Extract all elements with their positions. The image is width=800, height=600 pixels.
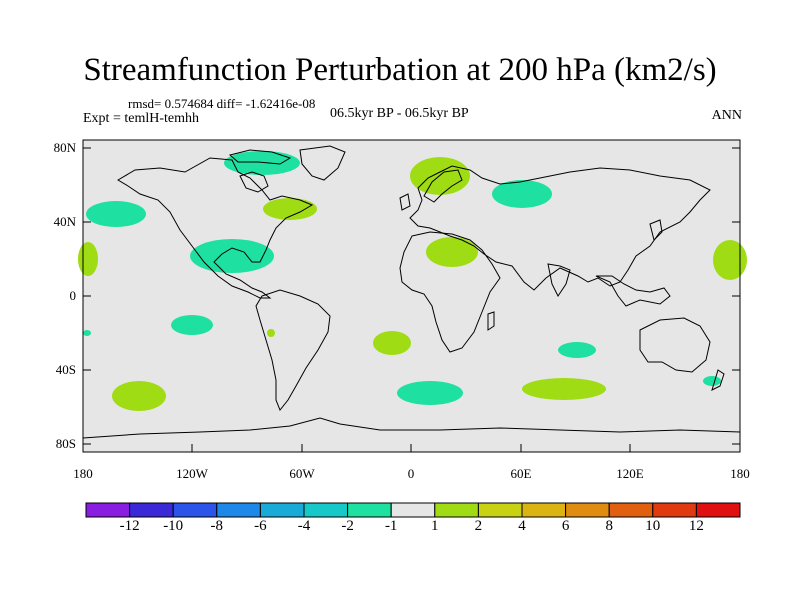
- anomaly-north-atlantic: [263, 198, 317, 220]
- colorbar-swatch: [172, 502, 218, 518]
- colorbar-label: 12: [688, 518, 704, 534]
- colorbar-label: -8: [210, 518, 224, 534]
- anomaly-south-atlantic: [373, 331, 411, 355]
- anomaly-siberia: [492, 180, 552, 208]
- coast-hudson-bay: [239, 171, 269, 193]
- colorbar-label: -2: [341, 518, 354, 534]
- anomaly-scandinavia: [410, 157, 470, 195]
- colorbar-label: -10: [163, 518, 184, 534]
- colorbar-label: 10: [645, 518, 661, 534]
- map-background: [83, 140, 740, 452]
- anomaly-hudson: [224, 151, 300, 175]
- coast-antarctica: [82, 417, 741, 439]
- y-label-0: 0: [69, 288, 77, 303]
- coast-madagascar: [487, 311, 495, 331]
- anomaly-edge-west: [83, 330, 91, 336]
- x-label-0: 0: [407, 466, 415, 481]
- colorbar-swatch: [390, 502, 436, 518]
- y-ticks: [83, 147, 740, 445]
- coast-southeast-asia: [595, 275, 671, 307]
- colorbar-label: -12: [119, 518, 140, 534]
- colorbar-label: -4: [297, 518, 311, 534]
- season-label: ANN: [711, 108, 742, 123]
- y-label-40s: 40S: [55, 362, 76, 377]
- x-ticks: [82, 444, 741, 452]
- colorbar-label: 6: [561, 518, 570, 534]
- chart-title: Streamfunction Perturbation at 200 hPa (…: [83, 52, 717, 88]
- x-label-120w: 120W: [176, 466, 208, 481]
- anomaly-pacific-east-edge: [713, 240, 747, 280]
- anomaly-south-indian: [397, 381, 463, 405]
- colorbar-swatch: [565, 502, 610, 518]
- coast-japan: [649, 219, 663, 241]
- colorbar-swatch: [434, 502, 479, 518]
- colorbar: [85, 502, 741, 518]
- coast-north-america: [117, 157, 314, 299]
- negative-anomalies: [83, 151, 721, 405]
- coast-south-america: [255, 289, 331, 411]
- colorbar-swatch: [477, 502, 523, 518]
- colorbar-swatch: [652, 502, 697, 518]
- y-label-40n: 40N: [53, 214, 76, 229]
- coast-uk: [399, 193, 411, 211]
- colorbar-label: 4: [518, 518, 526, 534]
- anomaly-australia-south: [558, 342, 596, 358]
- anomaly-south-pacific-west: [112, 381, 166, 411]
- anomaly-north-africa: [426, 237, 478, 267]
- anomaly-pacific-west-edge: [78, 242, 98, 276]
- coast-new-zealand: [711, 369, 725, 391]
- anomaly-south-indian-east: [522, 378, 606, 400]
- anomaly-north-pacific: [86, 201, 146, 227]
- y-label-80n: 80N: [53, 140, 76, 155]
- anomaly-south-pacific-east: [171, 315, 213, 335]
- x-label-180w: 180: [73, 466, 93, 481]
- coast-greenland: [299, 145, 346, 181]
- colorbar-swatch: [85, 502, 131, 518]
- colorbar-label: 2: [474, 518, 483, 534]
- colorbar-label: -6: [254, 518, 267, 534]
- stats-line: rmsd= 0.574684 diff= -1.62416e-08: [128, 96, 316, 111]
- colorbar-swatch: [129, 502, 174, 518]
- x-label-60w: 60W: [289, 466, 315, 481]
- anomaly-gulf: [190, 239, 274, 273]
- coast-india: [547, 263, 571, 297]
- period-label: 06.5kyr BP - 06.5kyr BP: [330, 106, 469, 121]
- colorbar-swatch: [347, 502, 392, 518]
- colorbar-swatch: [695, 502, 741, 518]
- x-label-180e: 180: [730, 466, 750, 481]
- coastlines: [82, 145, 741, 439]
- colorbar-label: 8: [605, 518, 613, 534]
- x-label-60e: 60E: [510, 466, 532, 481]
- colorbar-swatch: [303, 502, 349, 518]
- coast-arctic-islands: [228, 149, 292, 165]
- coast-scandinavia: [423, 169, 463, 203]
- colorbar-swatch: [216, 502, 261, 518]
- colorbar-swatch: [608, 502, 654, 518]
- colorbar-label: -1: [384, 518, 398, 534]
- anomaly-tropical-pacific-small: [267, 329, 275, 337]
- colorbar-swatch: [259, 502, 305, 518]
- colorbar-label: 1: [431, 518, 439, 534]
- colorbar-swatch: [521, 502, 567, 518]
- experiment-label: Expt = temlH-temhh: [83, 111, 199, 126]
- y-label-80s: 80S: [55, 436, 76, 451]
- coast-australia: [639, 317, 711, 373]
- coast-africa: [399, 231, 501, 353]
- anomaly-tasman: [703, 376, 721, 386]
- x-label-120e: 120E: [616, 466, 644, 481]
